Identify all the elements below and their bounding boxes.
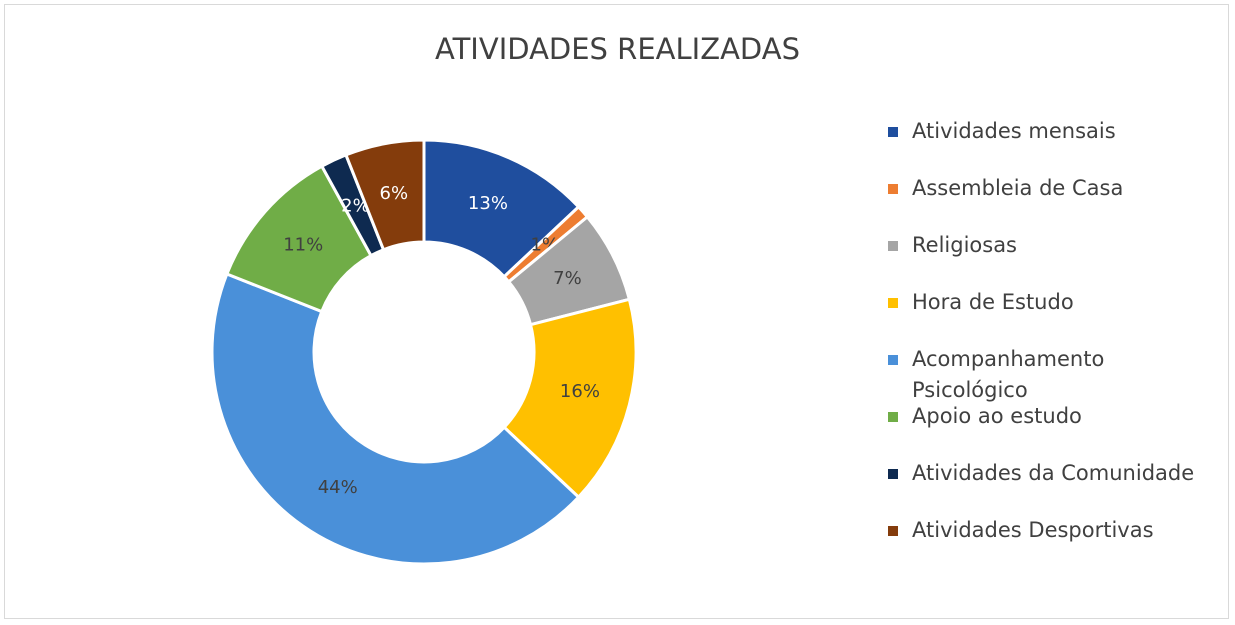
data-label: 6% [380, 183, 409, 204]
legend-swatch [888, 469, 898, 479]
donut-segment [502, 297, 638, 500]
legend-label: Atividades mensais [912, 119, 1116, 143]
legend-label: Atividades Desportivas [912, 518, 1154, 542]
chart-frame [4, 4, 1229, 619]
legend-label: Acompanhamento Psicológico [912, 347, 1105, 402]
donut-segment [344, 138, 426, 252]
data-label: 16% [560, 381, 600, 402]
data-label: 44% [318, 477, 358, 498]
donut-segment [210, 272, 581, 566]
legend-swatch [888, 298, 898, 308]
chart-title: ATIVIDADES REALIZADAS [435, 32, 800, 66]
legend-swatch [888, 355, 898, 365]
legend-swatch [888, 526, 898, 536]
legend-label: Religiosas [912, 233, 1017, 257]
legend-label: Hora de Estudo [912, 290, 1074, 314]
data-label: 7% [553, 268, 582, 289]
legend-swatch [888, 127, 898, 137]
legend-swatch [888, 184, 898, 194]
data-label: 13% [468, 193, 508, 214]
legend-swatch [888, 241, 898, 251]
legend-label: Assembleia de Casa [912, 176, 1124, 200]
legend-label: Apoio ao estudo [912, 404, 1082, 428]
legend-swatch [888, 412, 898, 422]
legend-label: Atividades da Comunidade [912, 461, 1195, 485]
data-label: 11% [283, 235, 323, 256]
